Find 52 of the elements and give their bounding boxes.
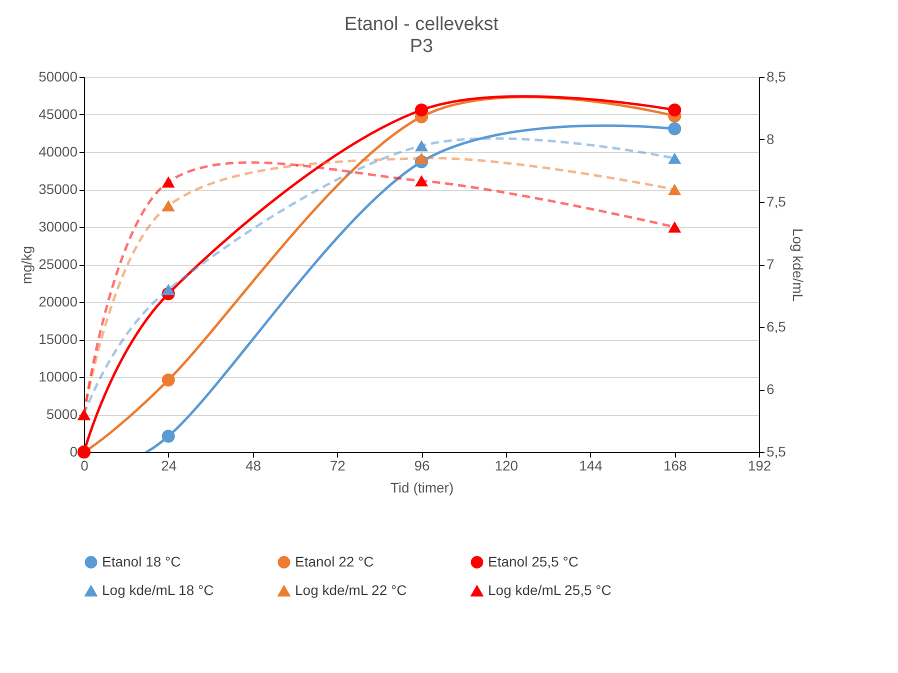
y2-tick-label: 8 <box>766 131 774 147</box>
point <box>668 221 682 233</box>
x-tick-label: 192 <box>748 458 772 474</box>
point <box>162 200 175 212</box>
legend-label: Etanol 25,5 °C <box>488 553 578 570</box>
y-tick-label: 40000 <box>38 144 78 160</box>
point <box>668 122 682 136</box>
y2-axis-title: Log kde/mL <box>790 228 806 302</box>
chart-title: Etanol - cellevekst <box>344 14 500 35</box>
legend-label: Log kde/mL 18 °C <box>102 582 214 598</box>
x-tick-label: 120 <box>494 458 518 474</box>
x-tick-label: 48 <box>245 458 262 474</box>
x-axis-title: Tid (timer) <box>390 480 454 496</box>
y-tick-label: 25000 <box>38 256 78 272</box>
legend-label: Log kde/mL 22 °C <box>295 582 407 598</box>
y-tick-label: 0 <box>70 444 78 460</box>
y-tick-label: 10000 <box>38 368 78 384</box>
x-tick-label: 96 <box>414 458 430 474</box>
y2-tick-label: 6,5 <box>766 318 786 334</box>
legend-label: Log kde/mL 25,5 °C <box>488 582 612 598</box>
y-tick-label: 15000 <box>38 331 78 347</box>
point <box>414 175 428 186</box>
point <box>414 140 428 152</box>
point <box>668 184 682 196</box>
point <box>668 103 682 117</box>
y-tick-label: 50000 <box>38 68 78 84</box>
y2-tick-label: 7 <box>766 256 774 272</box>
point <box>414 152 428 164</box>
y-tick-label: 35000 <box>38 181 78 197</box>
y-tick-label: 20000 <box>38 294 78 310</box>
legend-label: Etanol 18 °C <box>102 553 181 570</box>
y2-tick-label: 5,5 <box>766 444 786 460</box>
y-tick-label: 45000 <box>38 106 78 122</box>
point <box>162 284 175 296</box>
y-axis-title: mg/kg <box>18 246 35 284</box>
x-tick-label: 72 <box>330 458 346 474</box>
point <box>668 152 682 164</box>
point <box>414 103 428 117</box>
y-tick-label: 5000 <box>46 406 78 422</box>
x-tick-label: 24 <box>161 458 177 474</box>
point <box>162 430 175 443</box>
y2-tick-label: 6 <box>766 381 774 397</box>
y2-tick-label: 8,5 <box>766 68 786 84</box>
y2-tick-label: 7,5 <box>766 194 786 210</box>
point <box>162 373 175 387</box>
x-tick-label: 144 <box>579 458 603 474</box>
chart-subtitle: P3 <box>410 36 434 57</box>
legend-label: Etanol 22 °C <box>295 553 374 570</box>
point <box>162 176 175 188</box>
x-tick-label: 168 <box>663 458 688 474</box>
x-tick-label: 0 <box>80 458 89 474</box>
y-tick-label: 30000 <box>38 218 78 234</box>
